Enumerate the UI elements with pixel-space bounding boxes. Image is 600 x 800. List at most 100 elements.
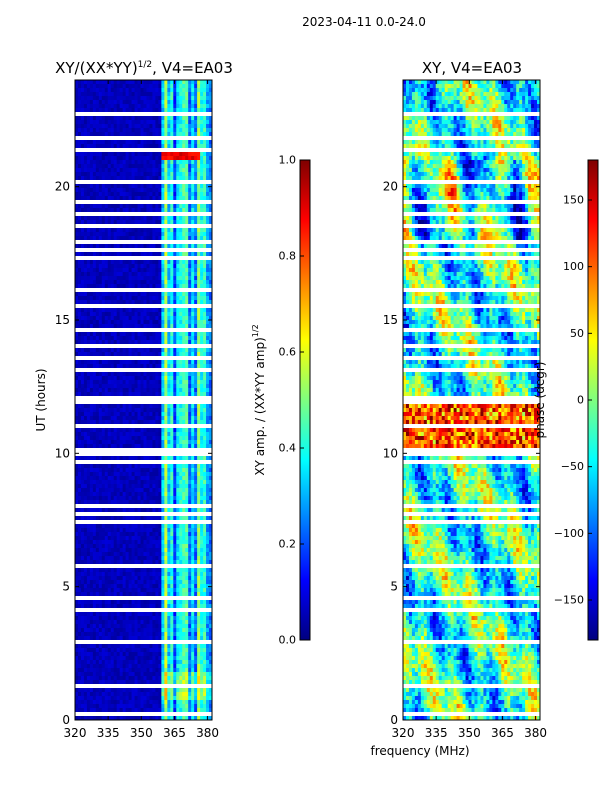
heatmap-cell xyxy=(164,124,168,129)
heatmap-cell xyxy=(206,392,210,397)
heatmap-cell xyxy=(152,160,156,165)
heatmap-cell xyxy=(179,248,183,253)
heatmap-cell xyxy=(134,284,138,289)
heatmap-cell xyxy=(206,432,210,437)
heatmap-cell xyxy=(116,216,121,221)
heatmap-cell xyxy=(104,92,109,97)
heatmap-cell xyxy=(128,136,132,141)
heatmap-cell xyxy=(182,244,186,249)
heatmap-cell xyxy=(134,432,138,437)
heatmap-cell xyxy=(188,268,192,273)
heatmap-cell xyxy=(206,404,210,409)
heatmap-cell xyxy=(104,440,109,445)
heatmap-cell xyxy=(140,440,144,445)
heatmap-cell xyxy=(179,452,183,457)
heatmap-cell xyxy=(200,356,204,361)
heatmap-cell xyxy=(209,128,213,133)
heatmap-cell xyxy=(158,92,162,97)
heatmap-cell xyxy=(104,268,109,273)
heatmap-cell xyxy=(191,292,195,297)
heatmap-cell xyxy=(185,404,189,409)
heatmap-cell xyxy=(176,472,180,477)
heatmap-cell xyxy=(134,344,138,349)
heatmap-cell xyxy=(203,216,207,221)
heatmap-cell xyxy=(98,420,103,425)
heatmap-cell xyxy=(197,104,201,109)
heatmap-cell xyxy=(116,388,121,393)
heatmap-cell xyxy=(149,496,153,501)
heatmap-cell xyxy=(101,140,106,145)
heatmap-cell xyxy=(194,268,198,273)
heatmap-cell xyxy=(149,144,153,149)
heatmap-cell xyxy=(140,92,144,97)
heatmap-cell xyxy=(75,104,79,109)
heatmap-cell xyxy=(122,124,127,129)
heatmap-cell xyxy=(176,372,180,377)
heatmap-cell xyxy=(200,416,204,421)
heatmap-cell xyxy=(185,148,189,153)
heatmap-cell xyxy=(209,332,213,337)
heatmap-cell xyxy=(185,168,189,173)
heatmap-cell xyxy=(155,352,159,357)
heatmap-cell xyxy=(146,156,150,161)
heatmap-cell xyxy=(119,376,124,381)
heatmap-cell xyxy=(167,356,171,361)
heatmap-cell xyxy=(188,180,192,185)
heatmap-cell xyxy=(101,92,106,97)
heatmap-cell xyxy=(125,504,130,509)
heatmap-cell xyxy=(137,100,141,105)
heatmap-cell xyxy=(131,272,135,277)
heatmap-cell xyxy=(95,176,100,181)
heatmap-cell xyxy=(176,492,180,497)
heatmap-cell xyxy=(149,196,153,201)
heatmap-cell xyxy=(146,116,150,121)
heatmap-cell xyxy=(86,184,91,189)
heatmap-cell xyxy=(101,400,106,405)
heatmap-cell xyxy=(167,468,171,473)
heatmap-cell xyxy=(125,220,130,225)
heatmap-cell xyxy=(122,388,127,393)
heatmap-cell xyxy=(101,148,106,153)
heatmap-cell xyxy=(200,320,204,325)
heatmap-cell xyxy=(137,320,141,325)
heatmap-cell xyxy=(197,396,201,401)
heatmap-cell xyxy=(164,364,168,369)
heatmap-cell xyxy=(101,392,106,397)
heatmap-cell xyxy=(125,376,130,381)
heatmap-cell xyxy=(131,444,135,449)
heatmap-cell xyxy=(113,308,118,313)
heatmap-cell xyxy=(173,328,177,333)
heatmap-cell xyxy=(146,188,150,193)
heatmap-cell xyxy=(107,108,112,113)
heatmap-cell xyxy=(128,244,132,249)
heatmap-cell xyxy=(119,512,124,517)
heatmap-cell xyxy=(176,152,180,157)
heatmap-cell xyxy=(200,392,204,397)
heatmap-cell xyxy=(209,228,213,233)
heatmap-cell xyxy=(149,400,153,405)
heatmap-cell xyxy=(95,376,100,381)
heatmap-cell xyxy=(80,176,85,181)
heatmap-cell xyxy=(107,244,112,249)
heatmap-cell xyxy=(119,188,124,193)
heatmap-cell xyxy=(197,272,201,277)
heatmap-cell xyxy=(116,512,121,517)
heatmap-cell xyxy=(188,504,192,509)
heatmap-cell xyxy=(140,236,144,241)
heatmap-cell xyxy=(200,344,204,349)
heatmap-cell xyxy=(95,108,100,113)
heatmap-cell xyxy=(77,488,82,493)
heatmap-cell xyxy=(152,384,156,389)
heatmap-cell xyxy=(101,132,106,137)
heatmap-cell xyxy=(146,500,150,505)
heatmap-cell xyxy=(113,364,118,369)
heatmap-cell xyxy=(131,368,135,373)
heatmap-cell xyxy=(119,392,124,397)
heatmap-cell xyxy=(104,304,109,309)
heatmap-cell xyxy=(161,476,165,481)
heatmap-cell xyxy=(176,108,180,113)
heatmap-cell xyxy=(95,104,100,109)
heatmap-cell xyxy=(149,448,153,453)
heatmap-cell xyxy=(200,436,204,441)
heatmap-cell xyxy=(206,400,210,405)
